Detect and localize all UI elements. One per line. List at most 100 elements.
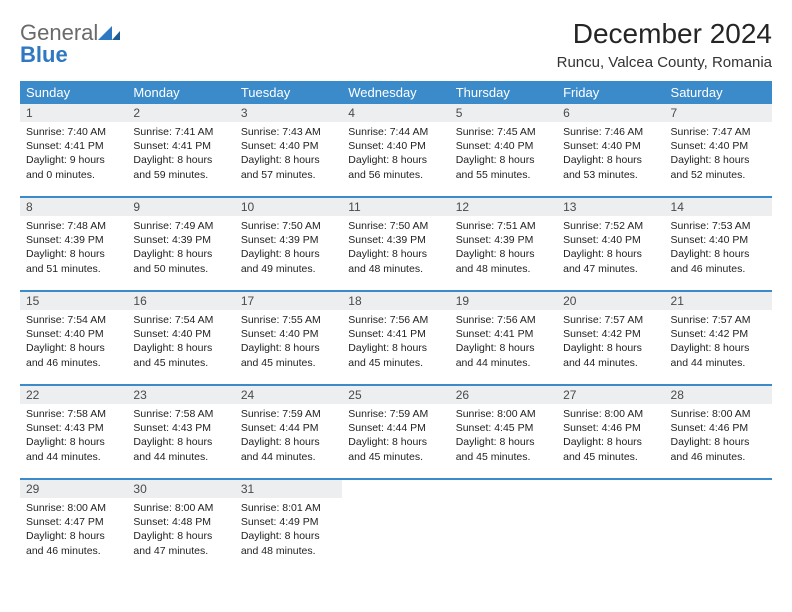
sunrise-line: Sunrise: 7:58 AM xyxy=(133,407,228,421)
day-number: 3 xyxy=(235,104,342,122)
sunset-line: Sunset: 4:49 PM xyxy=(241,515,336,529)
sunset-line: Sunset: 4:39 PM xyxy=(241,233,336,247)
sunrise-line: Sunrise: 7:59 AM xyxy=(241,407,336,421)
weekday-header: Friday xyxy=(557,81,664,104)
day-details: Sunrise: 7:55 AMSunset: 4:40 PMDaylight:… xyxy=(235,310,342,374)
daylight-line: Daylight: 8 hours and 45 minutes. xyxy=(348,341,443,369)
calendar-day-cell: 14Sunrise: 7:53 AMSunset: 4:40 PMDayligh… xyxy=(665,197,772,291)
sunset-line: Sunset: 4:44 PM xyxy=(348,421,443,435)
weekday-header: Monday xyxy=(127,81,234,104)
calendar-day-cell xyxy=(450,479,557,572)
calendar-day-cell: 30Sunrise: 8:00 AMSunset: 4:48 PMDayligh… xyxy=(127,479,234,572)
daylight-line: Daylight: 8 hours and 44 minutes. xyxy=(456,341,551,369)
daylight-line: Daylight: 8 hours and 44 minutes. xyxy=(26,435,121,463)
calendar-day-cell: 9Sunrise: 7:49 AMSunset: 4:39 PMDaylight… xyxy=(127,197,234,291)
sunrise-line: Sunrise: 7:40 AM xyxy=(26,125,121,139)
day-details: Sunrise: 7:40 AMSunset: 4:41 PMDaylight:… xyxy=(20,122,127,186)
brand-word-blue: Blue xyxy=(20,42,68,67)
sunset-line: Sunset: 4:41 PM xyxy=(456,327,551,341)
calendar-day-cell: 17Sunrise: 7:55 AMSunset: 4:40 PMDayligh… xyxy=(235,291,342,385)
day-details: Sunrise: 7:41 AMSunset: 4:41 PMDaylight:… xyxy=(127,122,234,186)
sunset-line: Sunset: 4:46 PM xyxy=(671,421,766,435)
daylight-line: Daylight: 8 hours and 46 minutes. xyxy=(671,435,766,463)
day-details: Sunrise: 7:59 AMSunset: 4:44 PMDaylight:… xyxy=(235,404,342,468)
weekday-header: Wednesday xyxy=(342,81,449,104)
sunset-line: Sunset: 4:40 PM xyxy=(348,139,443,153)
day-details: Sunrise: 7:57 AMSunset: 4:42 PMDaylight:… xyxy=(665,310,772,374)
sunrise-line: Sunrise: 7:44 AM xyxy=(348,125,443,139)
day-details: Sunrise: 7:59 AMSunset: 4:44 PMDaylight:… xyxy=(342,404,449,468)
calendar-day-cell: 10Sunrise: 7:50 AMSunset: 4:39 PMDayligh… xyxy=(235,197,342,291)
sunrise-line: Sunrise: 7:57 AM xyxy=(671,313,766,327)
daylight-line: Daylight: 8 hours and 46 minutes. xyxy=(26,529,121,557)
day-number: 22 xyxy=(20,386,127,404)
daylight-line: Daylight: 8 hours and 46 minutes. xyxy=(671,247,766,275)
sunrise-line: Sunrise: 7:55 AM xyxy=(241,313,336,327)
sunset-line: Sunset: 4:40 PM xyxy=(133,327,228,341)
calendar-day-cell xyxy=(342,479,449,572)
day-details: Sunrise: 8:00 AMSunset: 4:46 PMDaylight:… xyxy=(665,404,772,468)
calendar-day-cell: 13Sunrise: 7:52 AMSunset: 4:40 PMDayligh… xyxy=(557,197,664,291)
sunrise-line: Sunrise: 7:51 AM xyxy=(456,219,551,233)
daylight-line: Daylight: 8 hours and 56 minutes. xyxy=(348,153,443,181)
day-details: Sunrise: 7:46 AMSunset: 4:40 PMDaylight:… xyxy=(557,122,664,186)
daylight-line: Daylight: 8 hours and 50 minutes. xyxy=(133,247,228,275)
sunset-line: Sunset: 4:40 PM xyxy=(241,327,336,341)
brand-logo: General Blue xyxy=(20,18,120,66)
daylight-line: Daylight: 8 hours and 44 minutes. xyxy=(671,341,766,369)
day-number: 29 xyxy=(20,480,127,498)
daylight-line: Daylight: 8 hours and 55 minutes. xyxy=(456,153,551,181)
calendar-day-cell xyxy=(557,479,664,572)
day-details: Sunrise: 7:50 AMSunset: 4:39 PMDaylight:… xyxy=(235,216,342,280)
sunrise-line: Sunrise: 7:47 AM xyxy=(671,125,766,139)
calendar-day-cell: 12Sunrise: 7:51 AMSunset: 4:39 PMDayligh… xyxy=(450,197,557,291)
sunset-line: Sunset: 4:39 PM xyxy=(348,233,443,247)
day-number: 28 xyxy=(665,386,772,404)
daylight-line: Daylight: 8 hours and 47 minutes. xyxy=(563,247,658,275)
daylight-line: Daylight: 8 hours and 51 minutes. xyxy=(26,247,121,275)
sunrise-line: Sunrise: 8:00 AM xyxy=(133,501,228,515)
weekday-header: Thursday xyxy=(450,81,557,104)
calendar-day-cell: 4Sunrise: 7:44 AMSunset: 4:40 PMDaylight… xyxy=(342,104,449,197)
weekday-header-row: Sunday Monday Tuesday Wednesday Thursday… xyxy=(20,81,772,104)
daylight-line: Daylight: 8 hours and 44 minutes. xyxy=(241,435,336,463)
daylight-line: Daylight: 9 hours and 0 minutes. xyxy=(26,153,121,181)
day-number: 17 xyxy=(235,292,342,310)
day-number: 23 xyxy=(127,386,234,404)
day-details: Sunrise: 7:50 AMSunset: 4:39 PMDaylight:… xyxy=(342,216,449,280)
day-details: Sunrise: 7:56 AMSunset: 4:41 PMDaylight:… xyxy=(450,310,557,374)
calendar-day-cell: 31Sunrise: 8:01 AMSunset: 4:49 PMDayligh… xyxy=(235,479,342,572)
calendar-day-cell: 3Sunrise: 7:43 AMSunset: 4:40 PMDaylight… xyxy=(235,104,342,197)
day-number: 13 xyxy=(557,198,664,216)
day-number: 31 xyxy=(235,480,342,498)
day-number: 27 xyxy=(557,386,664,404)
calendar-day-cell: 8Sunrise: 7:48 AMSunset: 4:39 PMDaylight… xyxy=(20,197,127,291)
sunset-line: Sunset: 4:48 PM xyxy=(133,515,228,529)
sunrise-line: Sunrise: 7:43 AM xyxy=(241,125,336,139)
sunset-line: Sunset: 4:40 PM xyxy=(563,139,658,153)
day-details: Sunrise: 8:00 AMSunset: 4:48 PMDaylight:… xyxy=(127,498,234,562)
calendar-day-cell: 7Sunrise: 7:47 AMSunset: 4:40 PMDaylight… xyxy=(665,104,772,197)
day-number: 6 xyxy=(557,104,664,122)
sunset-line: Sunset: 4:43 PM xyxy=(133,421,228,435)
day-number: 19 xyxy=(450,292,557,310)
calendar-table: Sunday Monday Tuesday Wednesday Thursday… xyxy=(20,81,772,572)
daylight-line: Daylight: 8 hours and 46 minutes. xyxy=(26,341,121,369)
daylight-line: Daylight: 8 hours and 57 minutes. xyxy=(241,153,336,181)
day-details: Sunrise: 8:01 AMSunset: 4:49 PMDaylight:… xyxy=(235,498,342,562)
day-number: 20 xyxy=(557,292,664,310)
sunrise-line: Sunrise: 7:57 AM xyxy=(563,313,658,327)
calendar-day-cell: 22Sunrise: 7:58 AMSunset: 4:43 PMDayligh… xyxy=(20,385,127,479)
sunrise-line: Sunrise: 7:53 AM xyxy=(671,219,766,233)
calendar-week-row: 15Sunrise: 7:54 AMSunset: 4:40 PMDayligh… xyxy=(20,291,772,385)
sunrise-line: Sunrise: 7:59 AM xyxy=(348,407,443,421)
day-details: Sunrise: 7:52 AMSunset: 4:40 PMDaylight:… xyxy=(557,216,664,280)
sunset-line: Sunset: 4:39 PM xyxy=(26,233,121,247)
calendar-day-cell: 26Sunrise: 8:00 AMSunset: 4:45 PMDayligh… xyxy=(450,385,557,479)
sunrise-line: Sunrise: 7:41 AM xyxy=(133,125,228,139)
calendar-day-cell: 25Sunrise: 7:59 AMSunset: 4:44 PMDayligh… xyxy=(342,385,449,479)
daylight-line: Daylight: 8 hours and 44 minutes. xyxy=(133,435,228,463)
day-details: Sunrise: 7:54 AMSunset: 4:40 PMDaylight:… xyxy=(20,310,127,374)
day-details: Sunrise: 7:43 AMSunset: 4:40 PMDaylight:… xyxy=(235,122,342,186)
sunset-line: Sunset: 4:40 PM xyxy=(671,139,766,153)
